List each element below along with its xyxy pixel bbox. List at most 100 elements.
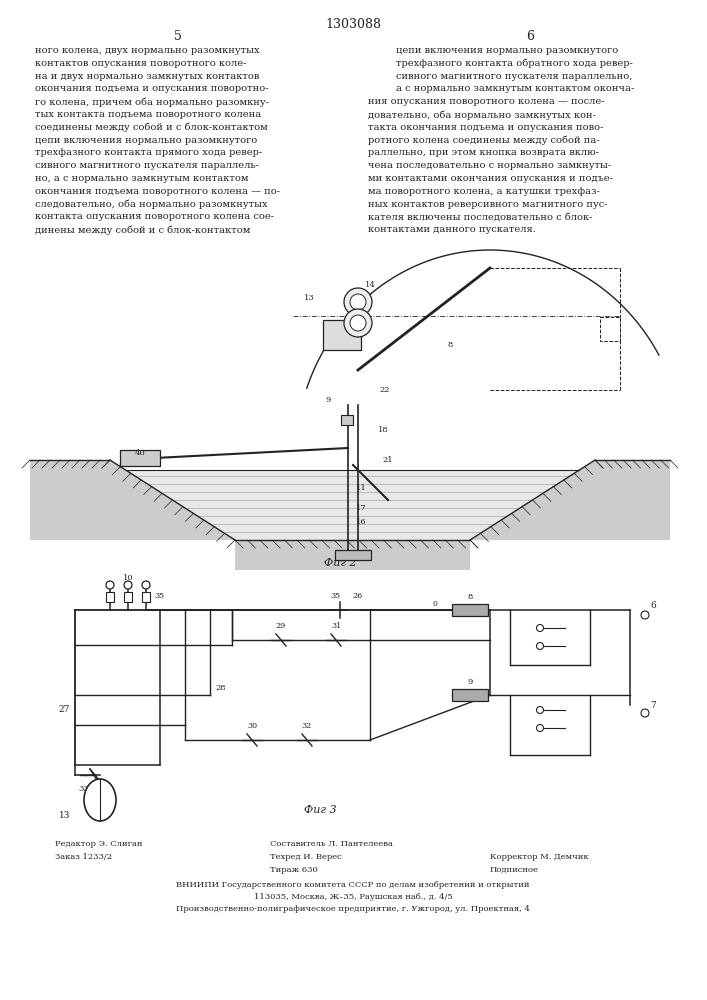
Circle shape [537, 706, 544, 714]
Bar [124, 592, 132, 602]
Bar [600, 317, 620, 341]
Text: 5: 5 [174, 30, 182, 43]
Circle shape [537, 724, 544, 732]
Text: тых контакта подъема поворотного колена: тых контакта подъема поворотного колена [35, 110, 262, 119]
Text: чена последовательно с нормально замкнуты-: чена последовательно с нормально замкнут… [368, 161, 612, 170]
Text: 22: 22 [380, 386, 390, 394]
Text: 40: 40 [134, 449, 146, 457]
Circle shape [537, 643, 544, 650]
Text: Редактор Э. Слиган: Редактор Э. Слиган [55, 840, 143, 848]
Text: раллельно, при этом кнопка возврата вклю-: раллельно, при этом кнопка возврата вклю… [368, 148, 599, 157]
Text: 29: 29 [276, 622, 286, 630]
Text: Тираж 630: Тираж 630 [270, 866, 317, 874]
Text: довательно, оба нормально замкнутых кон-: довательно, оба нормально замкнутых кон- [368, 110, 596, 119]
Text: Производственно-полиграфическое предприятие, г. Ужгород, ул. Проектная, 4: Производственно-полиграфическое предприя… [176, 905, 530, 913]
Text: Техред И. Верес: Техред И. Верес [270, 853, 341, 861]
Text: 33: 33 [78, 785, 89, 793]
Text: а с нормально замкнутым контактом оконча-: а с нормально замкнутым контактом оконча… [396, 84, 634, 93]
Bar [106, 592, 114, 602]
Text: 13: 13 [59, 810, 70, 820]
Text: 1303088: 1303088 [325, 18, 381, 31]
Bar [120, 450, 160, 466]
Text: ми контактами окончания опускания и подъе-: ми контактами окончания опускания и подъ… [368, 174, 613, 183]
Circle shape [641, 611, 649, 619]
Circle shape [350, 315, 366, 331]
Text: Составитель Л. Пантелеева: Составитель Л. Пантелеева [270, 840, 393, 848]
Text: динены между собой и с блок-контактом: динены между собой и с блок-контактом [35, 225, 250, 235]
Text: 6: 6 [526, 30, 534, 43]
Text: окончания подъема поворотного колена — по-: окончания подъема поворотного колена — п… [35, 187, 280, 196]
Text: го колена, причем оба нормально разомкну-: го колена, причем оба нормально разомкну… [35, 97, 269, 107]
Text: 27: 27 [59, 706, 70, 714]
Text: 31: 31 [331, 622, 341, 630]
Text: цепи включения нормально разомкнутого: цепи включения нормально разомкнутого [396, 46, 618, 55]
Text: 8: 8 [448, 341, 452, 349]
Text: ма поворотного колена, а катушки трехфаз-: ма поворотного колена, а катушки трехфаз… [368, 187, 600, 196]
Text: кателя включены последовательно с блок-: кателя включены последовательно с блок- [368, 212, 592, 221]
Text: ния опускания поворотного колена — после-: ния опускания поворотного колена — после… [368, 97, 604, 106]
Text: Фиг 3: Фиг 3 [304, 805, 337, 815]
Polygon shape [470, 460, 670, 540]
Text: сивного магнитного пускателя параллельно,: сивного магнитного пускателя параллельно… [396, 72, 632, 81]
Circle shape [106, 581, 114, 589]
Text: трехфазного контакта обратного хода ревер-: трехфазного контакта обратного хода реве… [396, 59, 633, 68]
Circle shape [124, 581, 132, 589]
Text: 113035, Москва, Ж–35, Раушская наб., д. 4/5: 113035, Москва, Ж–35, Раушская наб., д. … [254, 893, 452, 901]
Circle shape [142, 581, 150, 589]
Text: ВНИИПИ Государственного комитета СССР по делам изобретений и открытий: ВНИИПИ Государственного комитета СССР по… [176, 881, 530, 889]
Text: Подписное: Подписное [490, 866, 539, 874]
Ellipse shape [84, 779, 116, 821]
Text: ных контактов реверсивного магнитного пус-: ных контактов реверсивного магнитного пу… [368, 200, 607, 209]
Polygon shape [126, 470, 579, 540]
Bar [341, 415, 353, 425]
Text: 7: 7 [650, 700, 656, 710]
Text: 6: 6 [650, 600, 656, 609]
Text: Фиг 2: Фиг 2 [324, 558, 356, 568]
Polygon shape [235, 540, 470, 570]
Text: 28: 28 [215, 684, 226, 692]
Text: 18: 18 [378, 426, 388, 434]
Text: сивного магнитного пускателя параллель-: сивного магнитного пускателя параллель- [35, 161, 259, 170]
Text: соединены между собой и с блок-контактом: соединены между собой и с блок-контактом [35, 123, 268, 132]
Circle shape [641, 709, 649, 717]
Text: но, а с нормально замкнутым контактом: но, а с нормально замкнутым контактом [35, 174, 248, 183]
Text: 9: 9 [467, 678, 473, 686]
Text: трехфазного контакта прямого хода ревер-: трехфазного контакта прямого хода ревер- [35, 148, 262, 157]
Text: контактов опускания поворотного коле-: контактов опускания поворотного коле- [35, 59, 247, 68]
Text: 16: 16 [356, 518, 366, 526]
Text: 21: 21 [382, 456, 393, 464]
Text: на и двух нормально замкнутых контактов: на и двух нормально замкнутых контактов [35, 72, 259, 81]
Text: контактами данного пускателя.: контактами данного пускателя. [368, 225, 536, 234]
Bar [452, 604, 488, 616]
Circle shape [344, 288, 372, 316]
Circle shape [537, 624, 544, 632]
Text: 17: 17 [356, 504, 366, 512]
Text: ротного колена соединены между собой па-: ротного колена соединены между собой па- [368, 136, 600, 145]
Circle shape [350, 294, 366, 310]
Text: 13: 13 [304, 294, 315, 302]
Text: 11: 11 [356, 484, 366, 492]
Circle shape [344, 309, 372, 337]
Text: 35: 35 [330, 592, 340, 600]
Text: 10: 10 [123, 574, 134, 582]
Bar [452, 689, 488, 701]
Bar [335, 550, 371, 560]
Text: окончания подъема и опускания поворотно-: окончания подъема и опускания поворотно- [35, 84, 269, 93]
Text: 9: 9 [325, 396, 331, 404]
Text: 35: 35 [154, 592, 164, 600]
Text: Заказ 1233/2: Заказ 1233/2 [55, 853, 112, 861]
Text: Корректор М. Демчик: Корректор М. Демчик [490, 853, 589, 861]
Text: цепи включения нормально разомкнутого: цепи включения нормально разомкнутого [35, 136, 257, 145]
Text: 26: 26 [353, 592, 363, 600]
Text: контакта опускания поворотного колена сое-: контакта опускания поворотного колена со… [35, 212, 274, 221]
Text: 32: 32 [302, 722, 312, 730]
Polygon shape [30, 460, 235, 540]
Text: 14: 14 [365, 281, 376, 289]
Text: 8: 8 [467, 593, 473, 601]
Text: следовательно, оба нормально разомкнутых: следовательно, оба нормально разомкнутых [35, 200, 268, 209]
Bar [323, 320, 361, 350]
Text: такта окончания подъема и опускания пово-: такта окончания подъема и опускания пово… [368, 123, 604, 132]
Bar [142, 592, 150, 602]
Text: 0: 0 [433, 600, 438, 608]
Text: 34: 34 [95, 785, 106, 793]
